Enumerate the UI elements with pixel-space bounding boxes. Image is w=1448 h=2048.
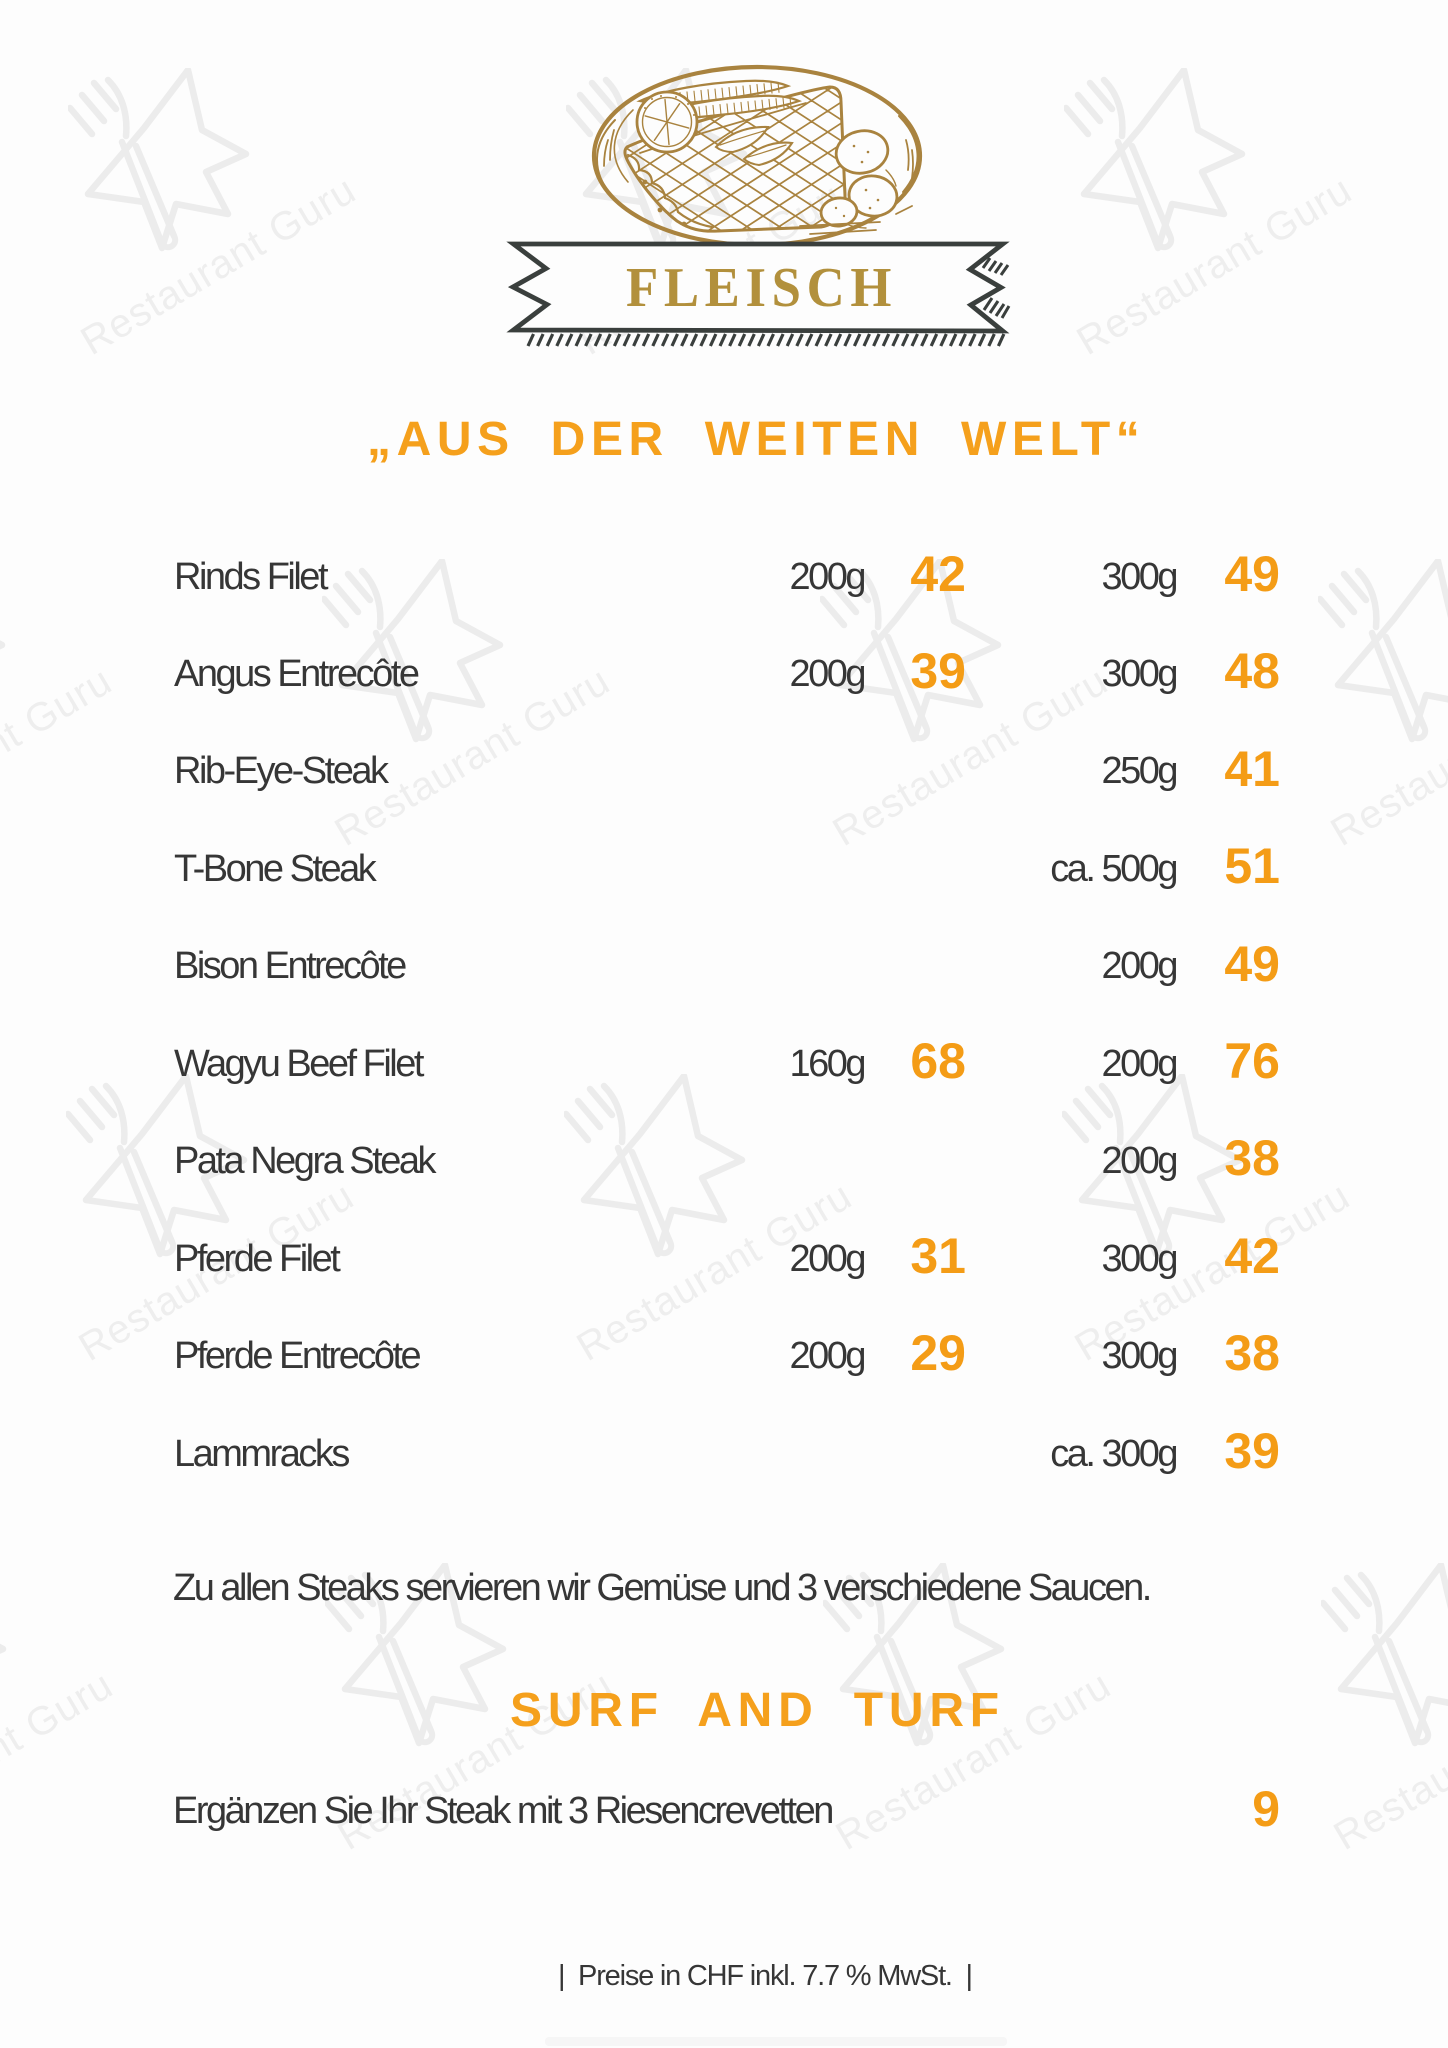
svg-text:FLEISCH: FLEISCH [626,257,897,319]
